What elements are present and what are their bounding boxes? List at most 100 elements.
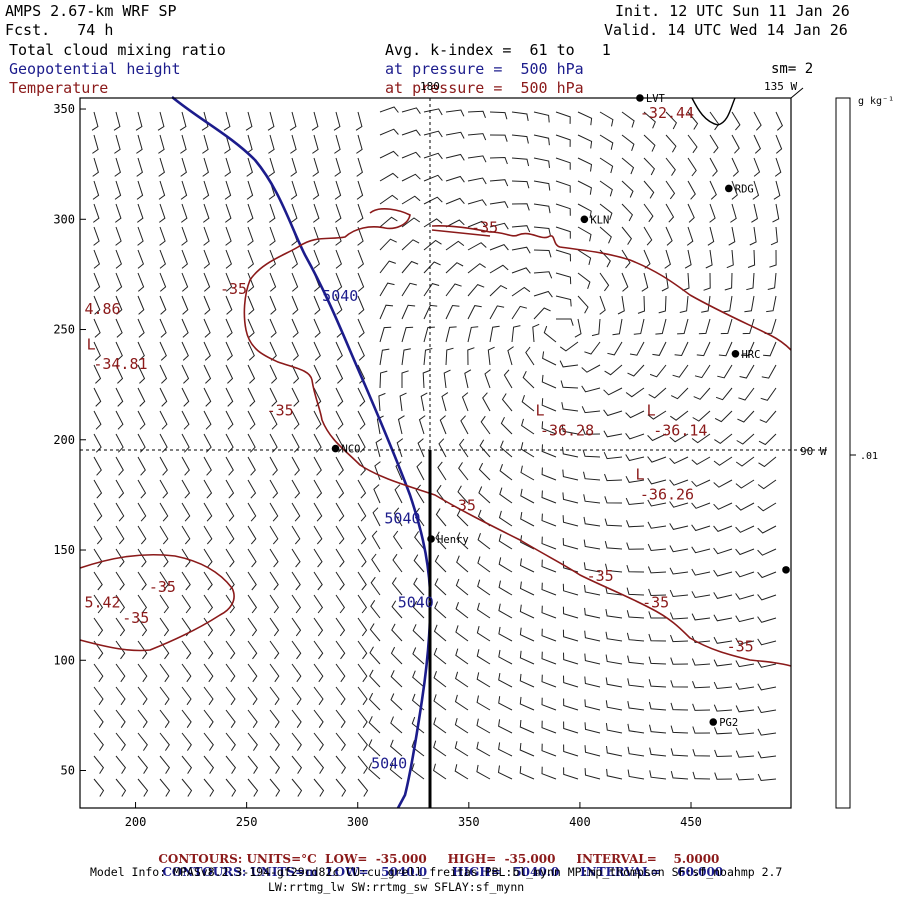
wind-barb — [247, 548, 257, 568]
wind-barb — [713, 659, 733, 667]
wind-barb — [487, 346, 495, 366]
wind-barb — [93, 755, 105, 774]
wind-barb — [669, 567, 689, 575]
wind-barb — [396, 438, 404, 458]
wind-barb — [203, 617, 214, 637]
wind-barb — [93, 778, 105, 797]
wind-barb — [637, 295, 646, 314]
wind-barb — [247, 709, 258, 728]
wind-barb — [416, 461, 425, 481]
wind-barb — [467, 347, 475, 366]
wind-barb — [201, 111, 209, 131]
wind-barb — [625, 433, 645, 440]
wind-barb — [691, 635, 711, 644]
wind-barb — [519, 650, 535, 665]
wind-barb — [621, 272, 629, 292]
wind-barb — [511, 305, 528, 320]
wind-barb — [747, 249, 756, 268]
wind-barb — [584, 341, 601, 355]
wind-barb — [687, 134, 698, 154]
wind-barb — [93, 571, 103, 591]
wind-barb — [423, 196, 443, 205]
wind-barb — [357, 778, 369, 797]
wind-barb — [379, 238, 397, 251]
station-label: LVT — [646, 93, 666, 105]
wind-barb — [379, 150, 399, 159]
wind-barb — [445, 219, 465, 228]
wind-barb — [577, 249, 592, 266]
wind-barb — [180, 180, 188, 200]
wind-barb — [583, 516, 601, 527]
wind-barb — [267, 111, 275, 131]
wind-barb — [627, 723, 645, 734]
wind-barb — [665, 111, 678, 130]
wind-barb — [735, 660, 755, 668]
wind-barb — [665, 226, 673, 246]
wind-barb — [335, 249, 342, 269]
wind-barb — [511, 134, 529, 144]
wind-barb — [648, 588, 667, 597]
wind-barb — [604, 518, 623, 527]
wind-barb — [179, 111, 187, 131]
wind-barb — [669, 433, 689, 443]
wind-barb — [458, 462, 469, 481]
wind-barb — [461, 392, 469, 412]
wind-barb — [224, 157, 231, 177]
forecast-hour: Fcst. 74 h — [5, 21, 114, 39]
wind-barb — [533, 226, 551, 236]
wind-barb — [225, 433, 234, 453]
wind-barb — [203, 249, 210, 269]
temp-label: -35 — [122, 609, 149, 627]
wind-barb — [379, 282, 395, 297]
wind-barb — [713, 704, 733, 712]
wind-barb — [423, 174, 443, 182]
wind-barb — [225, 548, 235, 568]
x-tick-label: 300 — [347, 815, 369, 829]
wind-barb — [269, 479, 279, 499]
wind-barb — [203, 502, 213, 522]
wind-barb — [649, 724, 667, 734]
wind-barb — [476, 718, 491, 734]
wind-barb — [757, 571, 777, 579]
wind-barb — [643, 203, 654, 223]
wind-barb — [445, 175, 465, 183]
wind-barb — [422, 370, 430, 389]
wind-barb — [269, 318, 277, 338]
wind-barb — [718, 341, 733, 357]
wind-barb — [291, 295, 299, 315]
model-info-physics: LW:rrtmg_lw SW:rrtmg_sw SFLAY:sf_mynn — [268, 880, 525, 894]
wind-barb — [181, 272, 189, 292]
wind-barb — [335, 594, 346, 614]
wind-barb — [368, 716, 381, 734]
wind-barb — [291, 364, 300, 384]
wind-barb — [291, 548, 301, 568]
wind-barb — [625, 497, 645, 506]
wind-barb — [455, 578, 469, 596]
wind-barb — [454, 717, 469, 734]
temp-contour-north-b — [431, 229, 491, 237]
wind-barb — [670, 387, 689, 400]
y-tick-label: 150 — [53, 543, 75, 557]
wind-barb — [581, 364, 601, 373]
wind-barb — [735, 456, 755, 467]
wind-barb — [583, 494, 601, 504]
wind-barb — [669, 479, 689, 486]
wind-barb — [203, 594, 214, 614]
wind-barb — [643, 134, 656, 152]
wind-barb — [665, 157, 676, 176]
wind-barb — [401, 151, 421, 159]
wind-barb — [621, 203, 634, 222]
wind-barb — [555, 111, 571, 124]
wind-barb — [291, 778, 303, 797]
wind-barb — [617, 295, 625, 315]
wind-barb — [137, 571, 147, 591]
wind-barb — [511, 180, 530, 189]
axis-ticks: 200 250 300 350 400 450 50 100 150 200 250 300 350 — [53, 102, 702, 829]
wind-barb — [669, 612, 689, 620]
wind-barb — [92, 180, 100, 200]
wind-barb — [93, 456, 102, 476]
wind-barb — [433, 647, 447, 665]
wind-barb — [691, 479, 711, 487]
wind-barb — [158, 180, 166, 200]
wind-barb — [136, 180, 144, 200]
